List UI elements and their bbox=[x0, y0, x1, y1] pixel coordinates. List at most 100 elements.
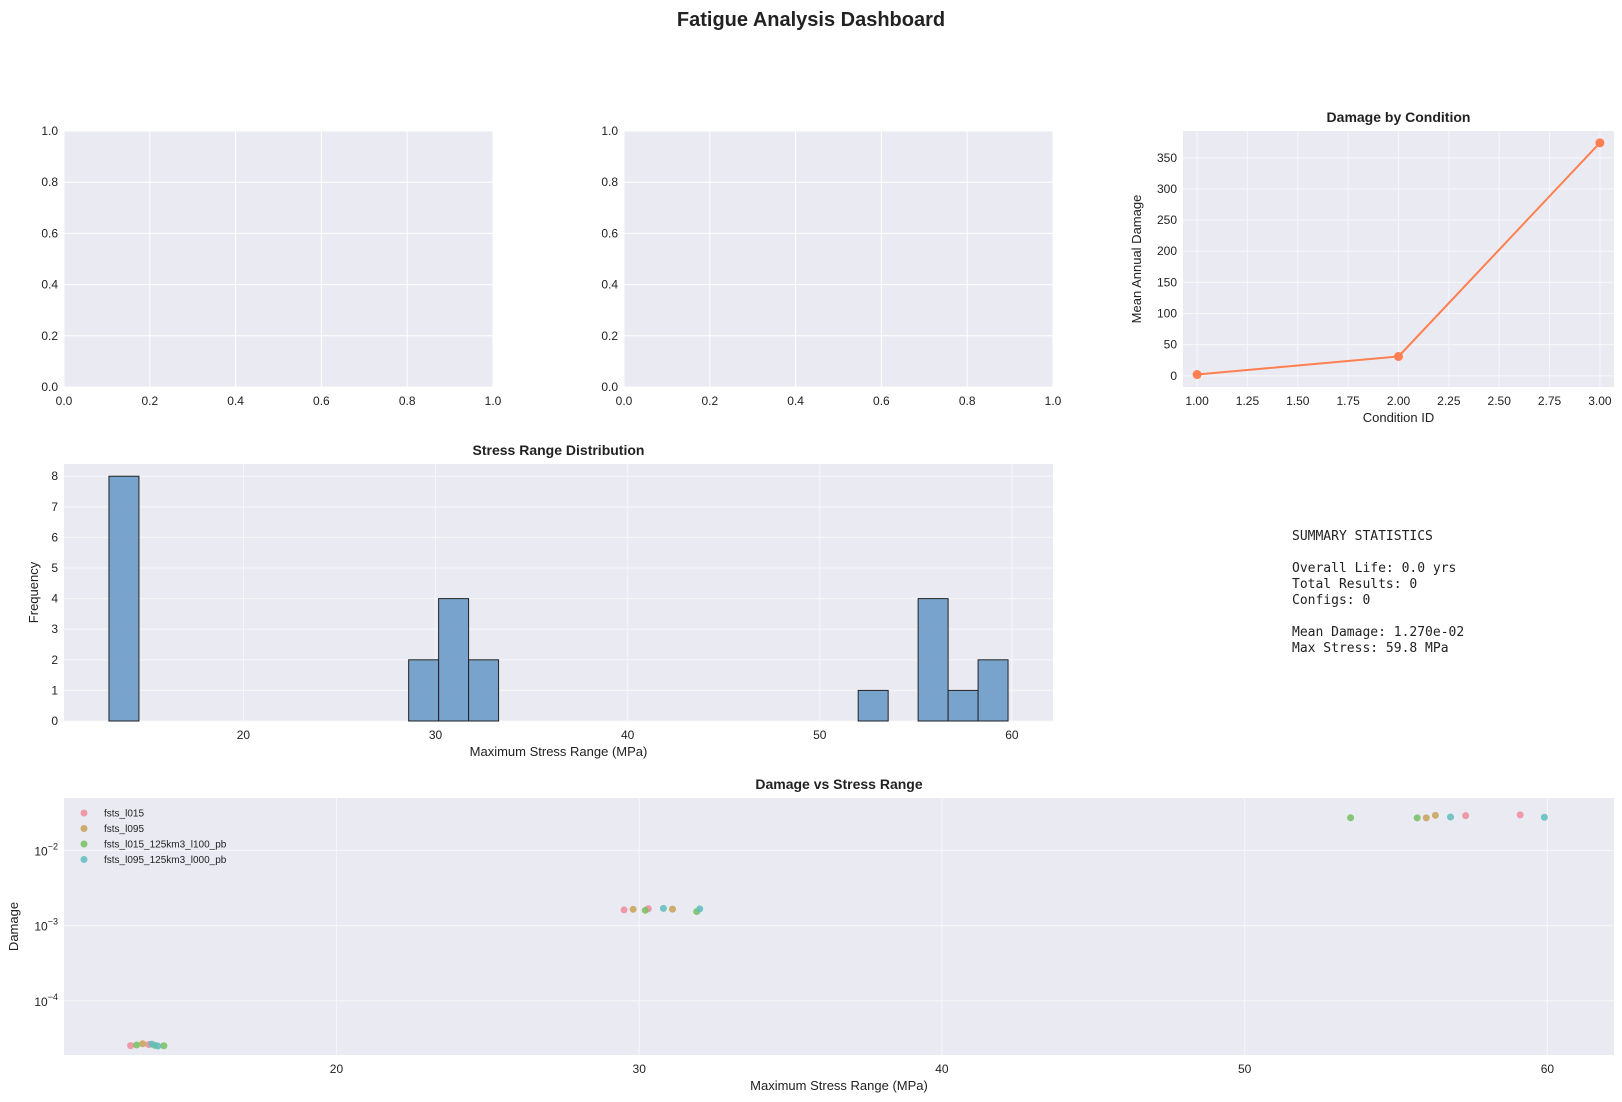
scatter-point-fsts_l015_125km3_l100_pb bbox=[1347, 814, 1355, 822]
scatter-point-fsts_l095 bbox=[139, 1040, 147, 1048]
empty1-x-tick-label: 1.0 bbox=[485, 394, 502, 408]
empty2-x-tick-label: 0.4 bbox=[787, 394, 804, 408]
condition-x-tick-label: 3.00 bbox=[1588, 394, 1612, 408]
legend-label-fsts_l095_125km3_l000_pb: fsts_l095_125km3_l000_pb bbox=[104, 855, 227, 866]
figure-title: Fatigue Analysis Dashboard bbox=[677, 9, 945, 31]
scatter-point-fsts_l095_125km3_l000_pb bbox=[696, 905, 704, 913]
condition-x-tick-label: 2.75 bbox=[1538, 394, 1562, 408]
stress-range-distribution-panel: 20 30 40 50 60 0 1 2 3 4 5 6 7 8 Stress Range Distribu… bbox=[26, 442, 1053, 759]
scatter-point-fsts_l015_125km3_l100_pb bbox=[160, 1042, 168, 1050]
condition-damage-point bbox=[1192, 370, 1202, 380]
summary-line-max-stress: Max Stress: 59.8 MPa bbox=[1292, 641, 1449, 656]
histogram-y-tick-label: 2 bbox=[51, 653, 58, 667]
summary-line-overall-life: Overall Life: 0.0 yrs bbox=[1292, 561, 1456, 576]
condition-y-tick-label: 150 bbox=[1157, 275, 1177, 289]
empty2-plot-area bbox=[624, 131, 1053, 387]
scatter-legend: fsts_l015 fsts_l095 fsts_l015_125km3_l100_… bbox=[80, 809, 227, 866]
condition-y-tick-label: 200 bbox=[1157, 244, 1177, 258]
empty1-y-tick-label: 0.2 bbox=[41, 329, 58, 343]
scatter-point-fsts_l015 bbox=[1462, 812, 1470, 820]
scatter-point-fsts_l015 bbox=[1516, 811, 1524, 819]
histogram-x-tick-label: 40 bbox=[621, 728, 635, 742]
empty1-y-tick-label: 0.4 bbox=[41, 278, 58, 292]
scatter-point-fsts_l095 bbox=[1422, 814, 1430, 822]
summary-line-configs: Configs: 0 bbox=[1292, 593, 1370, 608]
damage-vs-stress-range-panel: 20 30 40 50 60 10−2 10−3 10−4 fsts_l015 fsts_l095… bbox=[6, 776, 1614, 1093]
condition-y-axis-label: Mean Annual Damage bbox=[1129, 195, 1144, 324]
scatter-point-fsts_l095 bbox=[1431, 811, 1439, 819]
histogram-bar bbox=[408, 659, 440, 722]
empty1-x-tick-label: 0.0 bbox=[56, 394, 73, 408]
damage-vs-stress-range-plot-area bbox=[64, 798, 1614, 1055]
scatter-x-axis-label: Maximum Stress Range (MPa) bbox=[750, 1078, 928, 1093]
histogram-bar bbox=[438, 598, 470, 722]
histogram-title: Stress Range Distribution bbox=[473, 442, 645, 458]
scatter-title: Damage vs Stress Range bbox=[755, 776, 923, 792]
condition-y-tick-label: 250 bbox=[1157, 213, 1177, 227]
histogram-y-tick-label: 8 bbox=[51, 469, 58, 483]
condition-x-tick-label: 1.00 bbox=[1185, 394, 1209, 408]
scatter-point-fsts_l095_125km3_l000_pb bbox=[148, 1040, 156, 1048]
scatter-x-tick-label: 60 bbox=[1541, 1062, 1555, 1076]
scatter-point-fsts_l095 bbox=[629, 905, 637, 913]
empty2-x-tick-label: 0.0 bbox=[616, 394, 633, 408]
condition-x-axis-label: Condition ID bbox=[1363, 410, 1435, 425]
histogram-x-tick-label: 50 bbox=[813, 728, 827, 742]
condition-y-tick-label: 300 bbox=[1157, 182, 1177, 196]
scatter-y-tick-label: 10−4 bbox=[34, 992, 58, 1009]
scatter-x-tick-label: 30 bbox=[633, 1062, 647, 1076]
condition-x-tick-label: 1.50 bbox=[1286, 394, 1310, 408]
stress-range-distribution-plot-area bbox=[64, 464, 1053, 721]
scatter-point-fsts_l095_125km3_l000_pb bbox=[154, 1042, 162, 1050]
scatter-point-fsts_l095_125km3_l000_pb bbox=[1540, 813, 1548, 821]
histogram-bar bbox=[108, 475, 140, 722]
empty2-y-tick-label: 0.2 bbox=[601, 329, 618, 343]
condition-damage-point bbox=[1595, 138, 1605, 148]
histogram-y-tick-label: 3 bbox=[51, 622, 58, 636]
legend-label-fsts_l015: fsts_l015 bbox=[104, 809, 144, 820]
histogram-y-tick-label: 6 bbox=[51, 530, 58, 544]
histogram-y-tick-label: 1 bbox=[51, 683, 58, 697]
summary-statistics: SUMMARY STATISTICS Overall Life: 0.0 yrs… bbox=[1292, 529, 1464, 656]
summary-heading: SUMMARY STATISTICS bbox=[1292, 529, 1433, 544]
scatter-point-fsts_l095_125km3_l000_pb bbox=[659, 904, 667, 912]
condition-y-tick-label: 350 bbox=[1157, 151, 1177, 165]
legend-marker-fsts_l095 bbox=[80, 825, 88, 832]
histogram-bar bbox=[947, 689, 979, 722]
empty2-x-tick-label: 1.0 bbox=[1045, 394, 1062, 408]
empty2-x-tick-label: 0.6 bbox=[873, 394, 890, 408]
histogram-x-tick-label: 20 bbox=[237, 728, 251, 742]
scatter-point-fsts_l015_125km3_l100_pb bbox=[1413, 814, 1421, 822]
empty1-panel: 0.0 0.2 0.4 0.6 0.8 1.0 0.0 0.2 0.4 0.6 0.8 1.0 bbox=[41, 124, 501, 408]
histogram-y-tick-label: 7 bbox=[51, 500, 58, 514]
charts-layer: 0.0 0.2 0.4 0.6 0.8 1.00.00.20.40.60.81.00.0 0… bbox=[6, 109, 1614, 1093]
histogram-bar bbox=[977, 659, 1009, 722]
legend-label-fsts_l015_125km3_l100_pb: fsts_l015_125km3_l100_pb bbox=[104, 840, 227, 851]
empty1-y-tick-label: 0.8 bbox=[41, 175, 58, 189]
empty2-y-tick-label: 0.6 bbox=[601, 226, 618, 240]
scatter-point-fsts_l015 bbox=[620, 906, 628, 914]
scatter-point-fsts_l015 bbox=[127, 1042, 135, 1050]
empty2-panel: 0.0 0.2 0.4 0.6 0.8 1.0 0.0 0.2 0.4 0.6 0.8 1.0 bbox=[601, 124, 1061, 408]
condition-damage-point bbox=[1394, 351, 1403, 361]
scatter-point-fsts_l095 bbox=[668, 905, 676, 913]
scatter-point-fsts_l015_125km3_l100_pb bbox=[641, 906, 649, 914]
histogram-x-tick-label: 60 bbox=[1005, 728, 1019, 742]
histogram-x-tick-label: 30 bbox=[429, 728, 443, 742]
condition-x-tick-label: 2.00 bbox=[1387, 394, 1411, 408]
condition-chart-title: Damage by Condition bbox=[1327, 109, 1471, 125]
empty1-plot-area bbox=[64, 131, 493, 387]
condition-x-tick-label: 2.25 bbox=[1437, 394, 1461, 408]
damage-by-condition-panel: 1.00 1.25 1.50 1.75 2.00 2.25 2.50 2.75 3.00 0 50 1… bbox=[1129, 109, 1614, 425]
scatter-y-tick-label: 10−3 bbox=[34, 917, 58, 934]
empty1-x-tick-label: 0.2 bbox=[141, 394, 158, 408]
empty1-y-tick-label: 0.0 bbox=[41, 380, 58, 394]
condition-y-tick-label: 100 bbox=[1157, 307, 1177, 321]
empty2-y-tick-label: 0.0 bbox=[601, 380, 618, 394]
scatter-y-axis-label: Damage bbox=[6, 902, 21, 951]
empty1-x-tick-label: 0.8 bbox=[399, 394, 416, 408]
condition-y-tick-label: 0 bbox=[1170, 369, 1177, 383]
histogram-y-tick-label: 0 bbox=[51, 714, 58, 728]
histogram-bar bbox=[917, 598, 949, 722]
